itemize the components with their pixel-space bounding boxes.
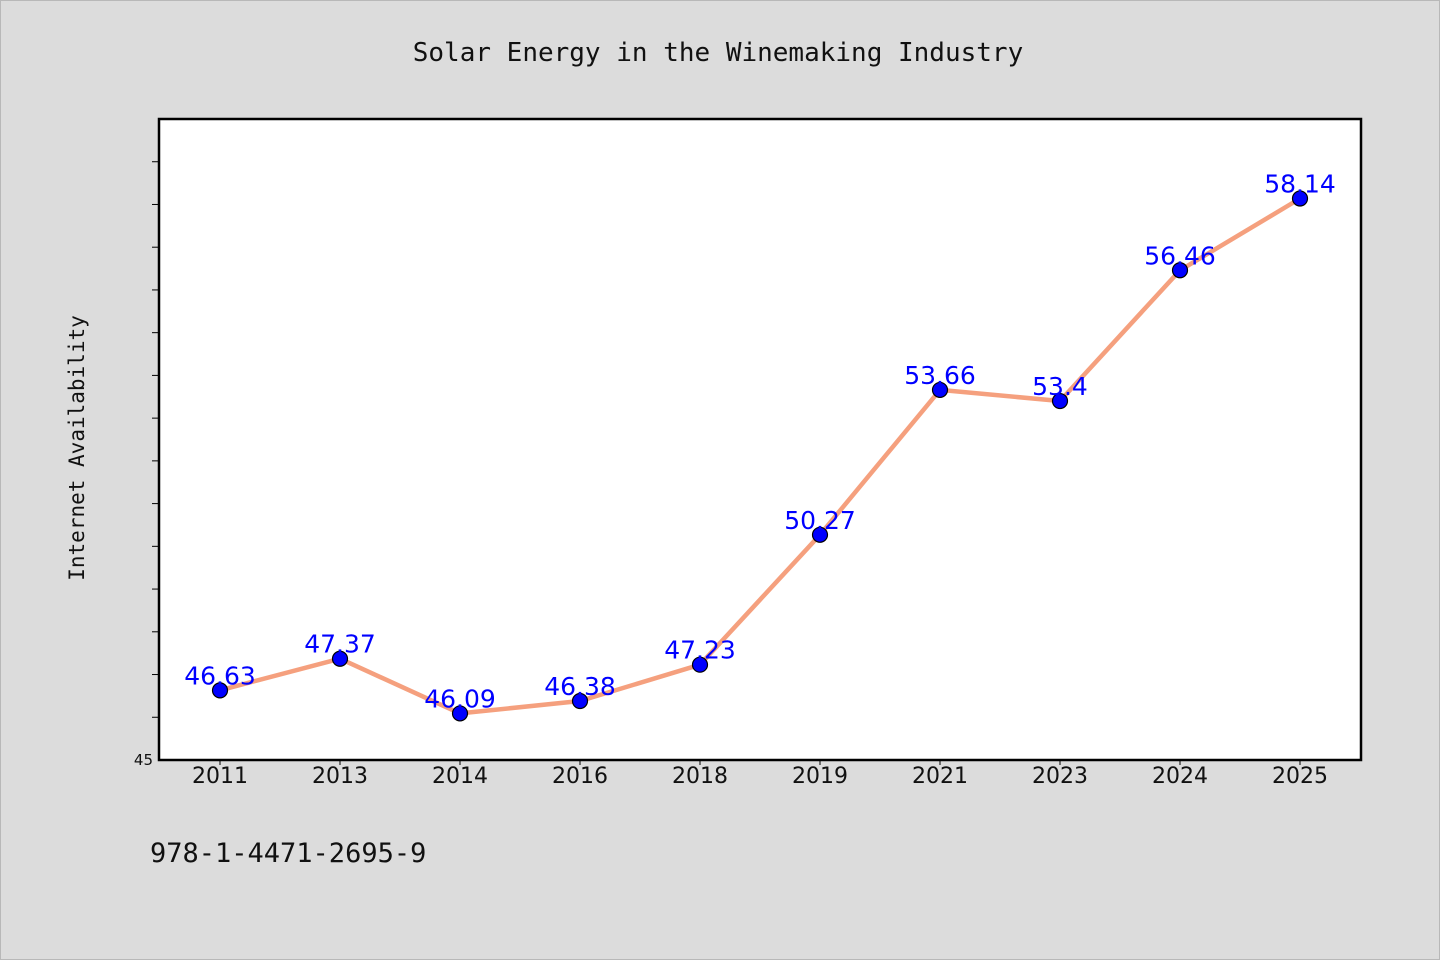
- data-label: 58.14: [1264, 169, 1336, 198]
- data-point: [931, 381, 949, 399]
- data-point: [451, 705, 469, 722]
- data-point: [1051, 392, 1069, 410]
- data-point: [811, 526, 829, 543]
- data-point: [691, 656, 709, 673]
- footnote-isbn: 978-1-4471-2695-9: [150, 838, 426, 869]
- data-label: 53.4: [1032, 372, 1088, 401]
- y-axis: 45: [134, 161, 159, 769]
- x-tick-label: 2024: [1152, 764, 1208, 789]
- data-point: [331, 650, 349, 667]
- y-axis-title: Internet Availability: [65, 315, 89, 581]
- series-layer: 46.63 47.37 46.09 46.38 47.23 50.27 53.66 53.4 5…: [184, 169, 1336, 722]
- y-tick-label: 45: [134, 751, 153, 769]
- series-line: [217, 196, 1303, 716]
- x-tick-label: 2014: [432, 764, 488, 789]
- data-label: 46.09: [424, 684, 496, 713]
- x-tick-label: 2013: [312, 764, 368, 789]
- x-tick-label: 2021: [912, 764, 968, 789]
- plot-border: [157, 117, 1363, 762]
- data-label: 47.37: [304, 630, 376, 659]
- data-label: 46.63: [184, 661, 256, 690]
- x-tick-label: 2023: [1032, 764, 1088, 789]
- x-tick-label: 2025: [1272, 764, 1328, 789]
- x-tick-label: 2016: [552, 764, 608, 789]
- x-tick-label: 2019: [792, 764, 848, 789]
- data-label: 53.66: [904, 361, 976, 390]
- data-label: 50.27: [784, 506, 856, 535]
- plot-area: [159, 119, 1361, 760]
- data-point: [1171, 262, 1189, 279]
- chart-title: Solar Energy in the Winemaking Industry: [413, 38, 1023, 68]
- data-label: 56.46: [1144, 241, 1216, 270]
- x-tick-label: 2018: [672, 764, 728, 789]
- data-point: [571, 692, 589, 710]
- data-label: 46.38: [544, 672, 616, 701]
- data-point: [211, 682, 229, 699]
- x-axis: 2011 2013 2014 2016 2018 2019 2021 2023 2024 2025: [192, 760, 1328, 789]
- data-label: 47.23: [664, 636, 736, 665]
- x-tick-label: 2011: [192, 764, 248, 789]
- data-point: [1291, 190, 1309, 207]
